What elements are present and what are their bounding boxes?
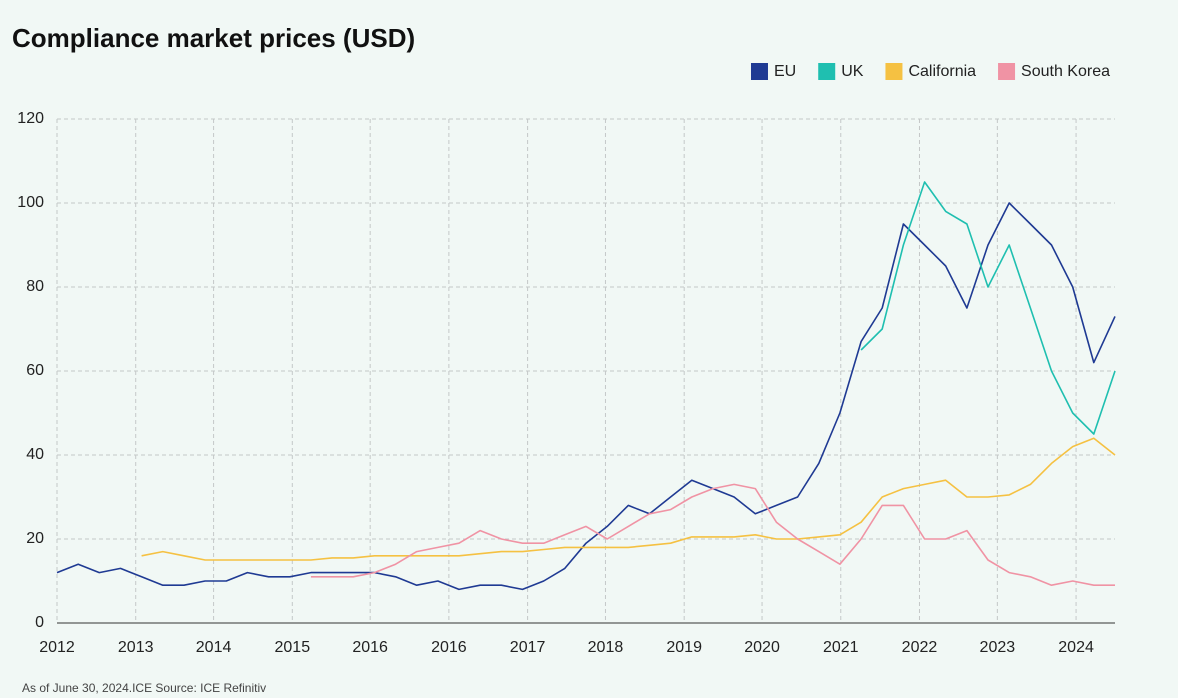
footnote: As of June 30, 2024.ICE Source: ICE Refi… bbox=[22, 681, 266, 695]
y-tick-label: 0 bbox=[35, 614, 44, 631]
x-tick-label: 2016 bbox=[352, 639, 388, 656]
y-tick-label: 40 bbox=[26, 446, 44, 463]
x-tick-label: 2018 bbox=[588, 639, 624, 656]
chart-title: Compliance market prices (USD) bbox=[12, 23, 415, 53]
legend-label: California bbox=[908, 63, 976, 80]
x-tick-label: 2022 bbox=[902, 639, 938, 656]
legend-label: UK bbox=[841, 63, 864, 80]
series-line bbox=[310, 483, 1115, 586]
x-tick-label: 2015 bbox=[275, 639, 311, 656]
y-tick-label: 20 bbox=[26, 530, 44, 547]
y-tick-label: 80 bbox=[26, 278, 44, 295]
legend-label: South Korea bbox=[1021, 63, 1110, 80]
legend-swatch bbox=[818, 63, 836, 80]
x-tick-label: 2014 bbox=[196, 639, 232, 656]
y-tick-label: 60 bbox=[26, 362, 44, 379]
series-line bbox=[141, 437, 1116, 561]
x-tick-label: 2023 bbox=[980, 639, 1016, 656]
legend-swatch bbox=[998, 63, 1016, 80]
legend-swatch bbox=[750, 63, 768, 80]
y-tick-label: 100 bbox=[17, 194, 44, 211]
legend-swatch bbox=[885, 63, 903, 80]
x-tick-label: 2012 bbox=[39, 639, 75, 656]
y-tick-label: 120 bbox=[17, 110, 44, 127]
x-tick-label: 2013 bbox=[118, 639, 154, 656]
x-tick-label: 2024 bbox=[1058, 639, 1094, 656]
x-tick-label: 2020 bbox=[744, 639, 780, 656]
series-line bbox=[56, 202, 1116, 591]
legend-label: EU bbox=[774, 63, 796, 80]
x-tick-label: 2016 bbox=[431, 639, 467, 656]
x-tick-label: 2017 bbox=[510, 639, 546, 656]
x-tick-label: 2019 bbox=[666, 639, 702, 656]
series-line bbox=[860, 181, 1116, 435]
x-tick-label: 2021 bbox=[823, 639, 859, 656]
